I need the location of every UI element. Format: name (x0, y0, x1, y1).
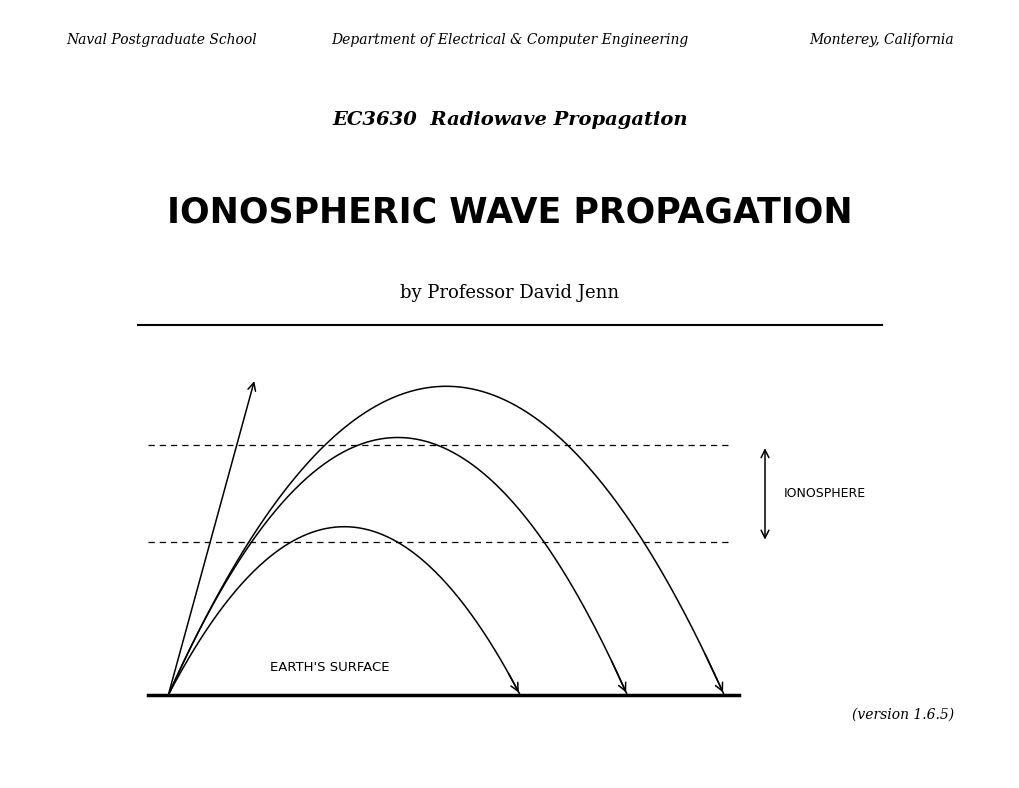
Text: (version 1.6.5): (version 1.6.5) (851, 708, 953, 722)
Text: EARTH'S SURFACE: EARTH'S SURFACE (270, 661, 389, 674)
Text: Naval Postgraduate School: Naval Postgraduate School (66, 33, 257, 47)
Text: Monterey, California: Monterey, California (808, 33, 953, 47)
Text: IONOSPHERIC WAVE PROPAGATION: IONOSPHERIC WAVE PROPAGATION (167, 195, 852, 230)
Text: IONOSPHERE: IONOSPHERE (783, 488, 865, 500)
Text: Department of Electrical & Computer Engineering: Department of Electrical & Computer Engi… (331, 33, 688, 47)
Text: by Professor David Jenn: by Professor David Jenn (400, 284, 619, 302)
Text: EC3630  Radiowave Propagation: EC3630 Radiowave Propagation (332, 111, 687, 128)
